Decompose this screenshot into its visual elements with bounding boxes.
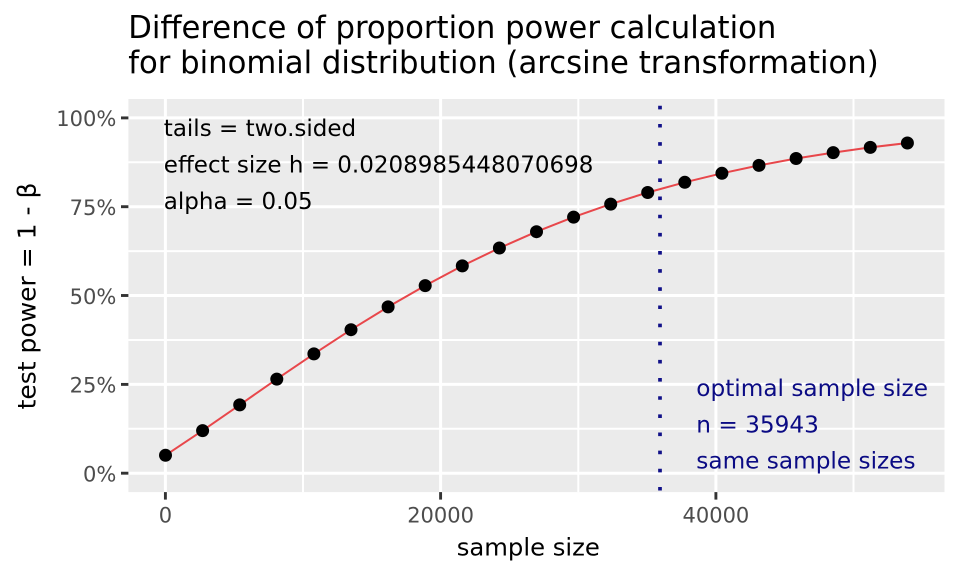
svg-text:same sample sizes: same sample sizes [696, 448, 915, 475]
svg-text:test power = 1 - β: test power = 1 - β [13, 183, 42, 410]
svg-text:optimal sample size: optimal sample size [696, 375, 928, 402]
svg-text:20000: 20000 [407, 504, 474, 528]
svg-text:alpha = 0.05: alpha = 0.05 [164, 189, 313, 215]
svg-text:25%: 25% [70, 374, 117, 398]
svg-text:50%: 50% [70, 285, 117, 309]
svg-text:Difference of proportion power: Difference of proportion power calculati… [128, 11, 776, 46]
svg-text:75%: 75% [70, 196, 117, 220]
svg-text:effect size h = 0.020898544807: effect size h = 0.0208985448070698 [164, 152, 594, 178]
svg-text:0%: 0% [83, 463, 116, 487]
svg-text:sample size: sample size [457, 532, 600, 561]
svg-text:40000: 40000 [682, 504, 749, 528]
svg-text:n = 35943: n = 35943 [696, 411, 819, 438]
svg-text:100%: 100% [56, 107, 116, 131]
svg-text:for binomial distribution (arc: for binomial distribution (arcsine trans… [128, 46, 879, 81]
svg-text:tails = two.sided: tails = two.sided [164, 116, 356, 142]
svg-text:0: 0 [159, 504, 172, 528]
